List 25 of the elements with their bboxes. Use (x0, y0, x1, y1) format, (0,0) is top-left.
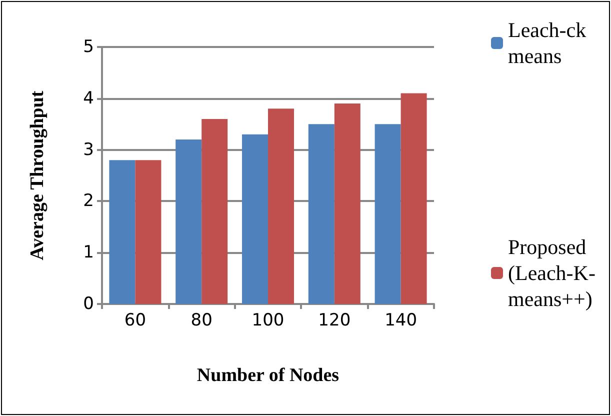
bar (374, 124, 401, 304)
y-tick-label: 0 (83, 294, 94, 314)
x-axis-title: Number of Nodes (196, 365, 340, 386)
bar (308, 124, 334, 304)
x-tick-label: 80 (190, 310, 212, 330)
bar (135, 160, 162, 304)
y-tick-label: 3 (83, 140, 94, 160)
bar (109, 160, 136, 304)
bar (202, 118, 228, 304)
x-tick-label: 100 (252, 310, 284, 330)
legend-label: Leach-ckmeans (508, 18, 587, 68)
bar (242, 134, 268, 304)
x-tick-label: 60 (124, 310, 146, 330)
y-axis-title: Average Throughput (27, 90, 48, 260)
bar (334, 104, 360, 304)
y-tick-label: 5 (83, 37, 94, 57)
y-tick-label: 4 (83, 88, 94, 108)
y-tick-label: 1 (83, 242, 94, 263)
x-tick-label: 140 (384, 310, 418, 330)
bar (400, 93, 427, 304)
x-tick-label: 120 (318, 310, 351, 330)
bar (176, 140, 202, 304)
legend-label: Proposed (Leach-K-means++) (508, 235, 596, 311)
bar (268, 108, 294, 304)
y-tick-label: 2 (83, 191, 94, 212)
